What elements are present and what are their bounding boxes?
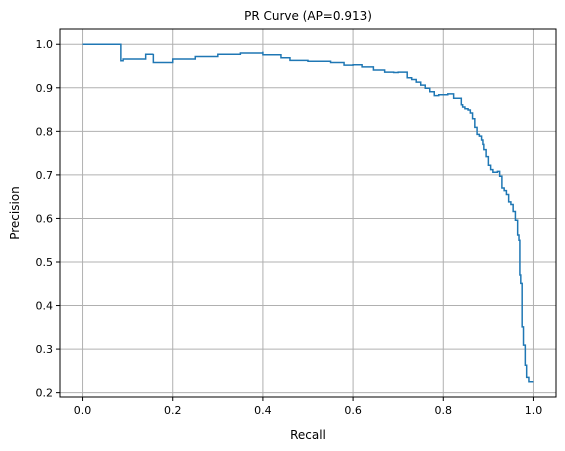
- x-axis-label: Recall: [290, 428, 326, 442]
- pr-curve-line: [82, 43, 534, 383]
- ticks-layer: 0.0 0.2 0.4 0.6 0.8 1.0 0.2 0.3 0.4 0.5 0.6 0.7 0.8 0…: [36, 38, 543, 417]
- y-tick-label: 1.0: [36, 38, 54, 51]
- x-tick-label: 1.0: [525, 404, 543, 417]
- y-tick-label: 0.7: [36, 169, 54, 182]
- series-layer: [82, 43, 534, 383]
- x-tick-label: 0.6: [344, 404, 362, 417]
- y-tick-label: 0.6: [36, 212, 54, 225]
- y-tick-label: 0.4: [36, 300, 54, 313]
- y-tick-label: 0.8: [36, 125, 54, 138]
- x-tick-label: 0.4: [254, 404, 272, 417]
- x-tick-label: 0.2: [164, 404, 182, 417]
- y-tick-label: 0.5: [36, 256, 54, 269]
- y-axis-label: Precision: [8, 186, 22, 240]
- x-tick-label: 0.8: [435, 404, 453, 417]
- y-tick-label: 0.9: [36, 82, 54, 95]
- grid-lines: [60, 29, 556, 397]
- x-tick-label: 0.0: [74, 404, 92, 417]
- axes-frame: [59, 28, 557, 398]
- y-tick-label: 0.2: [36, 387, 54, 400]
- chart-title: PR Curve (AP=0.913): [244, 9, 372, 23]
- y-tick-label: 0.3: [36, 343, 54, 356]
